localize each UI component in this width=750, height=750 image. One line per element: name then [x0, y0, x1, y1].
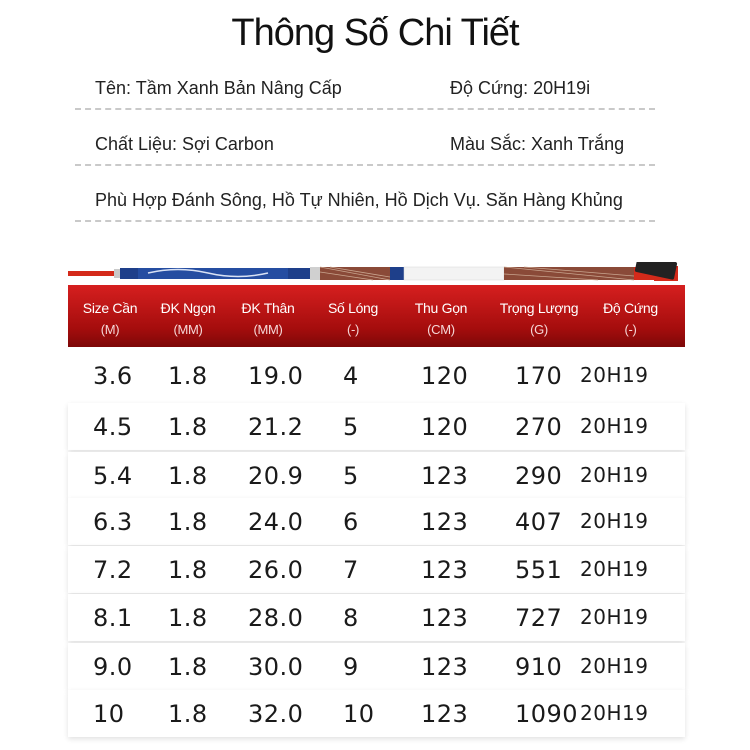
- column-header-tip-diameter: ĐK Ngọn (MM): [160, 300, 216, 337]
- spec-row-1: Tên: Tầm Xanh Bản Nâng Cấp Độ Cứng: 20H1…: [75, 78, 655, 108]
- table-row: 8.1 1.8 28.0 8 123 727 20H19: [68, 594, 685, 641]
- table-row: 4.5 1.8 21.2 5 120 270 20H19: [68, 403, 685, 450]
- cell-sections: 5: [343, 413, 359, 441]
- cell-weight: 407: [515, 508, 563, 536]
- cell-closed-length: 120: [421, 413, 469, 441]
- cell-sections: 6: [343, 508, 359, 536]
- cell-tip-diameter: 1.8: [168, 700, 208, 728]
- cell-size: 3.6: [93, 362, 133, 390]
- page-title: Thông Số Chi Tiết: [231, 12, 519, 54]
- cell-hardness: 20H19: [580, 414, 649, 438]
- cell-sections: 5: [343, 462, 359, 490]
- spec-material: Chất Liệu: Sợi Carbon: [95, 134, 274, 154]
- cell-size: 7.2: [93, 556, 133, 584]
- cell-hardness: 20H19: [580, 557, 649, 581]
- cell-size: 9.0: [93, 653, 133, 681]
- cell-weight: 170: [515, 362, 563, 390]
- table-row: 7.2 1.8 26.0 7 123 551 20H19: [68, 546, 685, 593]
- cell-tip-diameter: 1.8: [168, 556, 208, 584]
- column-header-sections: Số Lóng (-): [327, 300, 379, 337]
- spec-row-3: Phù Hợp Đánh Sông, Hồ Tự Nhiên, Hồ Dịch …: [75, 190, 655, 220]
- spec-suitable: Phù Hợp Đánh Sông, Hồ Tự Nhiên, Hồ Dịch …: [95, 190, 623, 210]
- column-header-closed-length: Thu Gọn (CM): [414, 300, 468, 337]
- cell-body-diameter: 21.2: [248, 413, 304, 441]
- cell-sections: 7: [343, 556, 359, 584]
- cell-weight: 727: [515, 604, 563, 632]
- cell-body-diameter: 28.0: [248, 604, 304, 632]
- column-header-size: Size Cần (M): [82, 300, 138, 337]
- spec-color: Màu Sắc: Xanh Trắng: [450, 134, 625, 154]
- cell-tip-diameter: 1.8: [168, 413, 208, 441]
- cell-hardness: 20H19: [580, 605, 649, 629]
- cell-closed-length: 123: [421, 462, 469, 490]
- cell-hardness: 20H19: [580, 701, 649, 725]
- spec-hardness: Độ Cứng: 20H19i: [450, 78, 591, 98]
- cell-closed-length: 123: [421, 508, 469, 536]
- table-row: 10 1.8 32.0 10 123 1090 20H19: [68, 690, 685, 737]
- cell-tip-diameter: 1.8: [168, 508, 208, 536]
- column-header-body-diameter: ĐK Thân (MM): [241, 300, 295, 337]
- table-row: 5.4 1.8 20.9 5 123 290 20H19: [68, 452, 685, 499]
- cell-sections: 9: [343, 653, 359, 681]
- table-row: 9.0 1.8 30.0 9 123 910 20H19: [68, 643, 685, 690]
- fishing-rod-image: [68, 262, 678, 281]
- cell-hardness: 20H19: [580, 654, 649, 678]
- cell-sections: 8: [343, 604, 359, 632]
- cell-size: 6.3: [93, 508, 133, 536]
- cell-weight: 1090: [515, 700, 579, 728]
- cell-body-diameter: 24.0: [248, 508, 304, 536]
- cell-hardness: 20H19: [580, 363, 649, 387]
- cell-body-diameter: 30.0: [248, 653, 304, 681]
- cell-weight: 551: [515, 556, 563, 584]
- cell-size: 10: [93, 700, 125, 728]
- cell-sections: 4: [343, 362, 359, 390]
- column-header-weight: Trọng Lượng (G): [499, 300, 579, 337]
- cell-size: 4.5: [93, 413, 133, 441]
- cell-sections: 10: [343, 700, 375, 728]
- divider: [75, 220, 655, 222]
- spec-name: Tên: Tầm Xanh Bản Nâng Cấp: [95, 78, 342, 98]
- cell-size: 8.1: [93, 604, 133, 632]
- cell-tip-diameter: 1.8: [168, 604, 208, 632]
- cell-weight: 290: [515, 462, 563, 490]
- cell-size: 5.4: [93, 462, 133, 490]
- column-header-hardness: Độ Cứng (-): [603, 300, 658, 337]
- spec-row-2: Chất Liệu: Sợi Carbon Màu Sắc: Xanh Trắn…: [75, 134, 655, 164]
- cell-body-diameter: 19.0: [248, 362, 304, 390]
- cell-hardness: 20H19: [580, 463, 649, 487]
- cell-hardness: 20H19: [580, 509, 649, 533]
- table-header: Size Cần (M) ĐK Ngọn (MM) ĐK Thân (MM) Số L…: [68, 285, 685, 347]
- cell-closed-length: 123: [421, 653, 469, 681]
- cell-weight: 270: [515, 413, 563, 441]
- cell-closed-length: 120: [421, 362, 469, 390]
- cell-closed-length: 123: [421, 556, 469, 584]
- cell-closed-length: 123: [421, 700, 469, 728]
- cell-body-diameter: 20.9: [248, 462, 304, 490]
- cell-body-diameter: 32.0: [248, 700, 304, 728]
- cell-tip-diameter: 1.8: [168, 362, 208, 390]
- divider: [75, 164, 655, 166]
- cell-body-diameter: 26.0: [248, 556, 304, 584]
- cell-weight: 910: [515, 653, 563, 681]
- cell-tip-diameter: 1.8: [168, 462, 208, 490]
- divider: [75, 108, 655, 110]
- table-row: 3.6 1.8 19.0 4 120 170 20H19: [68, 352, 685, 399]
- cell-tip-diameter: 1.8: [168, 653, 208, 681]
- table-row: 6.3 1.8 24.0 6 123 407 20H19: [68, 498, 685, 545]
- cell-closed-length: 123: [421, 604, 469, 632]
